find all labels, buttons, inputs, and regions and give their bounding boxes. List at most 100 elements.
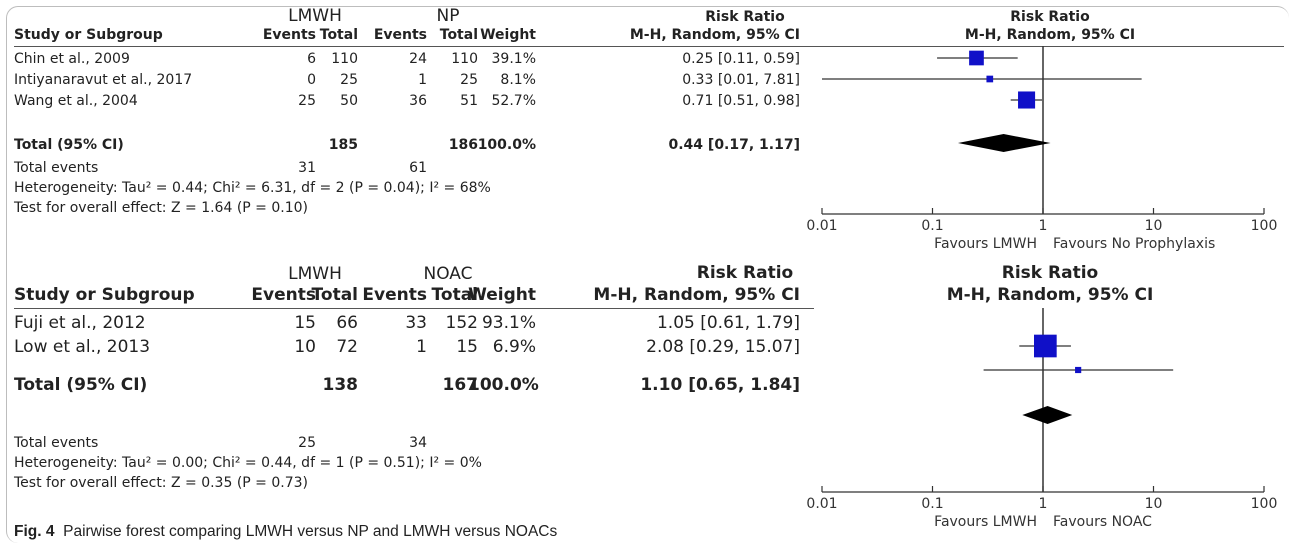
study-name: Low et al., 2013 xyxy=(14,337,151,357)
figure-caption: Fig. 4 Pairwise forest comparing LMWH ve… xyxy=(14,522,557,542)
total-weight: 100.0% xyxy=(477,137,536,153)
risk-ratio-ci: 1.05 [0.61, 1.79] xyxy=(656,313,800,333)
header-rule xyxy=(14,46,1284,47)
forest-plot-graphic: 0.01 0.1 1 10 100 Favours LMWH Favours No Prop… xyxy=(806,46,1278,252)
total2: 167 xyxy=(442,375,479,395)
forest-plot-lmwh-vs-np: LMWH NP Risk Ratio Risk Ratio Study or S… xyxy=(0,0,1295,268)
total-events2: 61 xyxy=(409,160,427,176)
total-weight: 100.0% xyxy=(468,375,539,395)
events2-col-header: Events xyxy=(373,27,427,43)
events1-col-header: Events xyxy=(251,285,316,305)
total-events-label: Total events xyxy=(14,160,99,176)
study-point-estimate xyxy=(1018,91,1036,109)
plot-rr-title: Risk Ratio xyxy=(1010,9,1090,25)
total2: 25 xyxy=(460,72,478,88)
total1: 66 xyxy=(336,313,358,333)
weight: 6.9% xyxy=(492,337,536,357)
weight: 8.1% xyxy=(500,72,536,88)
events1: 15 xyxy=(294,313,316,333)
weight: 52.7% xyxy=(491,93,536,109)
x-tick-label: 1 xyxy=(1039,496,1048,512)
total1-col-header: Total xyxy=(319,27,358,43)
rr-method-header: M-H, Random, 95% CI xyxy=(629,27,800,43)
favours-left-label: Favours LMWH xyxy=(934,514,1037,530)
favours-left-label: Favours LMWH xyxy=(934,236,1037,252)
rr-title: Risk Ratio xyxy=(696,263,794,283)
events1-col-header: Events xyxy=(262,27,316,43)
group1-header: LMWH xyxy=(288,6,342,26)
total2-col-header: Total xyxy=(431,285,478,305)
rr-method-header: M-H, Random, 95% CI xyxy=(593,285,800,305)
figure-label: Fig. 4 xyxy=(14,523,55,540)
total1: 50 xyxy=(340,93,358,109)
weight-col-header: Weight xyxy=(468,285,536,305)
x-tick-label: 0.1 xyxy=(921,496,943,512)
risk-ratio-ci: 0.71 [0.51, 0.98] xyxy=(682,93,800,109)
events2-col-header: Events xyxy=(362,285,427,305)
x-tick-label: 10 xyxy=(1145,496,1163,512)
overall-effect-text: Test for overall effect: Z = 0.35 (P = 0… xyxy=(14,475,308,491)
events1: 25 xyxy=(298,93,316,109)
events2: 36 xyxy=(409,93,427,109)
study-name: Wang et al., 2004 xyxy=(14,93,138,109)
study-point-estimate xyxy=(986,75,994,83)
x-tick-label: 100 xyxy=(1251,496,1278,512)
total-events1: 31 xyxy=(298,160,316,176)
header-rule xyxy=(14,308,814,309)
total-label: Total (95% CI) xyxy=(14,137,124,153)
rr-title: Risk Ratio xyxy=(705,9,785,25)
study-name: Intiyanaravut et al., 2017 xyxy=(14,72,193,88)
x-tick-label: 0.01 xyxy=(806,218,837,234)
study-point-estimate xyxy=(1075,366,1082,374)
study-point-estimate xyxy=(1034,334,1057,358)
total2-col-header: Total xyxy=(439,27,478,43)
weight: 39.1% xyxy=(491,51,536,67)
total1: 110 xyxy=(331,51,358,67)
total2: 15 xyxy=(456,337,478,357)
total1-col-header: Total xyxy=(311,285,358,305)
group2-header: NP xyxy=(436,6,460,26)
figure-frame xyxy=(6,6,1289,543)
weight-col-header: Weight xyxy=(480,27,536,43)
heterogeneity-text: Heterogeneity: Tau² = 0.00; Chi² = 0.44,… xyxy=(14,455,482,471)
x-tick-label: 100 xyxy=(1251,218,1278,234)
forest-plot-graphic: 0.01 0.1 1 10 100 Favours LMWH Favours NOAC xyxy=(806,308,1278,530)
events1: 6 xyxy=(307,51,316,67)
total-label: Total (95% CI) xyxy=(14,375,148,395)
total-events-label: Total events xyxy=(14,435,99,451)
total2: 51 xyxy=(460,93,478,109)
total1: 25 xyxy=(340,72,358,88)
study-name: Fuji et al., 2012 xyxy=(14,313,146,333)
events2: 24 xyxy=(409,51,427,67)
events2: 33 xyxy=(405,313,427,333)
risk-ratio-ci: 0.25 [0.11, 0.59] xyxy=(682,51,800,67)
total1: 72 xyxy=(336,337,358,357)
plot-rr-title: Risk Ratio xyxy=(1001,263,1099,283)
total-events1: 25 xyxy=(298,435,316,451)
weight: 93.1% xyxy=(481,313,536,333)
study-name: Chin et al., 2009 xyxy=(14,51,130,67)
x-tick-label: 10 xyxy=(1145,218,1163,234)
study-col-header: Study or Subgroup xyxy=(14,27,163,43)
figure-caption-text: Pairwise forest comparing LMWH versus NP… xyxy=(63,523,558,540)
overall-effect-text: Test for overall effect: Z = 1.64 (P = 0… xyxy=(14,200,308,216)
heterogeneity-text: Heterogeneity: Tau² = 0.44; Chi² = 6.31,… xyxy=(14,180,491,196)
events2: 1 xyxy=(418,72,427,88)
total1: 185 xyxy=(328,137,358,153)
x-tick-label: 0.1 xyxy=(921,218,943,234)
total2: 110 xyxy=(451,51,478,67)
x-tick-label: 0.01 xyxy=(806,496,837,512)
total-risk-ratio-ci: 0.44 [0.17, 1.17] xyxy=(668,137,801,153)
forest-plot-lmwh-vs-noac: LMWH NOAC Risk Ratio Risk Ratio Study or… xyxy=(0,258,1295,530)
x-tick-label: 1 xyxy=(1039,218,1048,234)
risk-ratio-ci: 0.33 [0.01, 7.81] xyxy=(682,72,800,88)
study-col-header: Study or Subgroup xyxy=(14,285,195,305)
events2: 1 xyxy=(416,337,427,357)
group2-header: NOAC xyxy=(423,264,473,284)
total-risk-ratio-ci: 1.10 [0.65, 1.84] xyxy=(640,375,800,395)
risk-ratio-ci: 2.08 [0.29, 15.07] xyxy=(646,337,800,357)
plot-rr-method: M-H, Random, 95% CI xyxy=(964,27,1136,43)
events1: 10 xyxy=(294,337,316,357)
events1: 0 xyxy=(307,72,316,88)
group1-header: LMWH xyxy=(288,264,342,284)
